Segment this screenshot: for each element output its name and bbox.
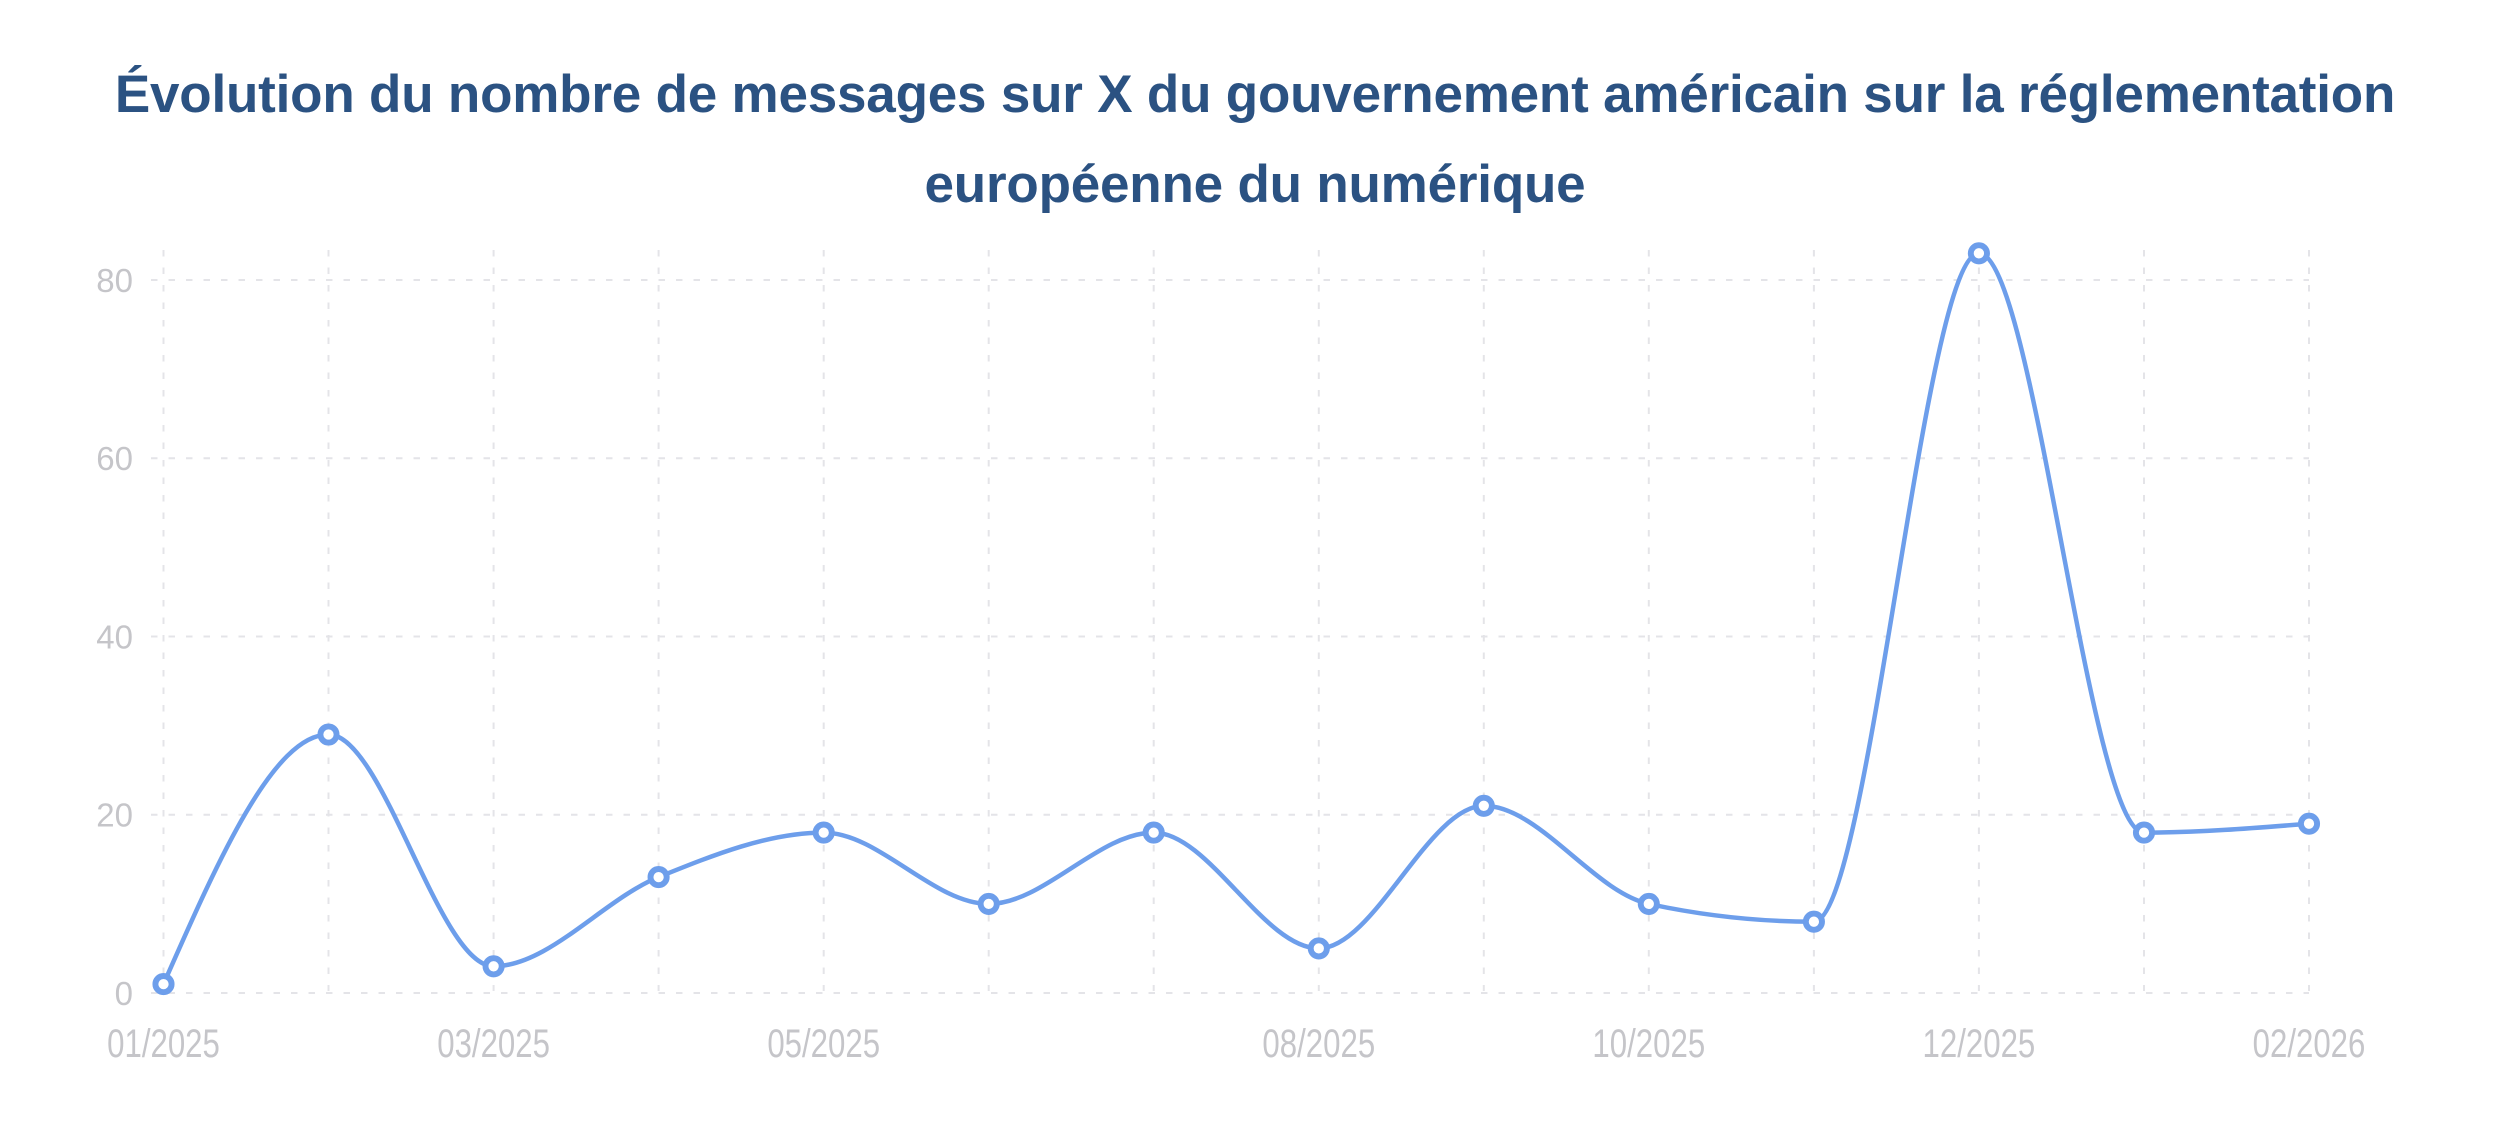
svg-text:12/2025: 12/2025	[1923, 1021, 2036, 1066]
svg-text:10/2025: 10/2025	[1592, 1021, 1705, 1066]
svg-text:02/2026: 02/2026	[2253, 1021, 2366, 1066]
svg-text:01/2025: 01/2025	[107, 1021, 220, 1066]
svg-text:20: 20	[96, 797, 133, 834]
svg-text:08/2025: 08/2025	[1262, 1021, 1375, 1066]
svg-text:05/2025: 05/2025	[767, 1021, 880, 1066]
svg-text:03/2025: 03/2025	[437, 1021, 550, 1066]
svg-text:40: 40	[96, 618, 133, 655]
svg-text:60: 60	[96, 440, 133, 477]
svg-text:0: 0	[115, 975, 133, 1012]
svg-text:80: 80	[96, 262, 133, 299]
